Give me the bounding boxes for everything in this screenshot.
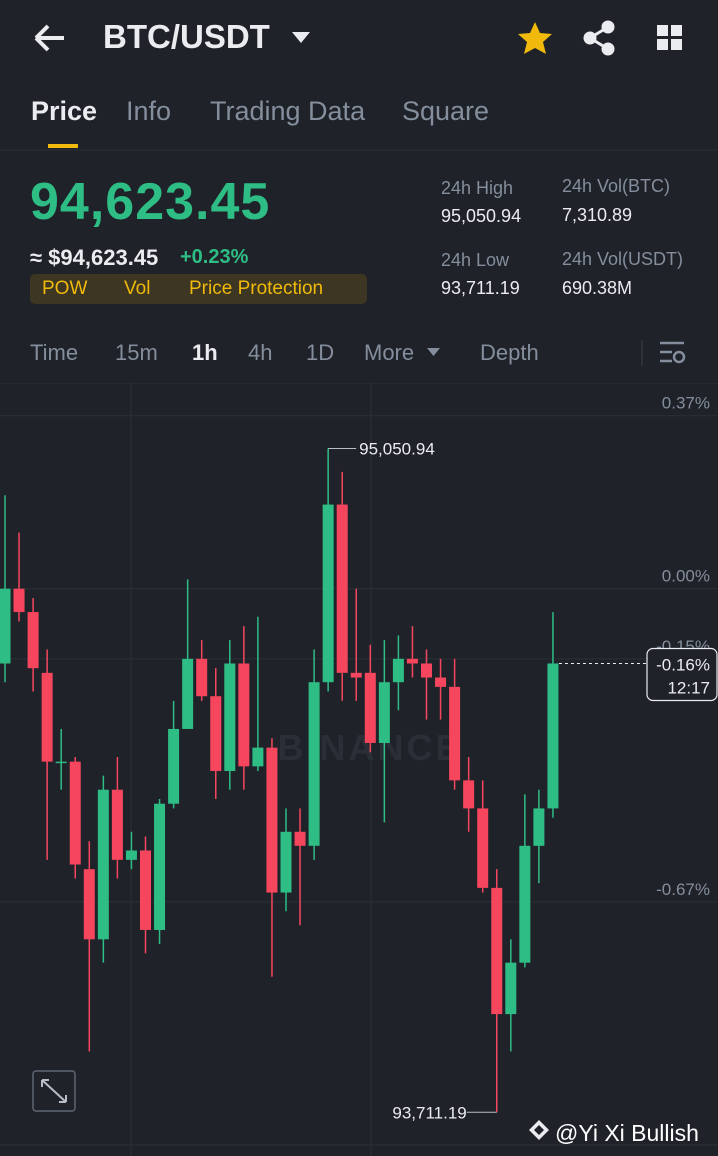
candle-body	[196, 658, 208, 697]
stat-label: 24h Low	[441, 250, 510, 270]
candle-body	[435, 677, 447, 687]
candle-body	[280, 831, 292, 893]
candle-body	[27, 612, 39, 669]
candle-body	[308, 682, 320, 846]
pair-title[interactable]: BTC/USDT	[103, 18, 270, 55]
candle-body	[364, 672, 376, 743]
last-price-label: -0.16%	[656, 655, 710, 674]
candle-body	[505, 962, 517, 1015]
candle-body	[266, 747, 278, 893]
y-tick-label: 0.00%	[662, 567, 710, 586]
back-arrow[interactable]	[34, 24, 64, 52]
candle-body	[111, 789, 123, 860]
interval[interactable]: Depth	[480, 340, 539, 365]
candle-body	[55, 761, 67, 764]
candle-body	[406, 658, 418, 664]
tab[interactable]: Trading Data	[210, 96, 366, 126]
y-tick-label: -0.67%	[656, 880, 710, 899]
tab[interactable]: Square	[402, 96, 490, 126]
grid-icon[interactable]	[657, 25, 682, 50]
candle-body	[97, 789, 109, 940]
candle-body	[224, 663, 236, 772]
candle-body	[491, 887, 503, 1015]
pair-caret[interactable]	[292, 32, 310, 43]
more-caret[interactable]	[427, 348, 440, 356]
candle-body	[519, 845, 531, 963]
tab[interactable]: Price	[31, 96, 98, 126]
stat-label: 24h High	[441, 178, 514, 198]
candle-body	[294, 831, 306, 846]
watermark-logo	[529, 1120, 549, 1140]
candle-body	[322, 504, 334, 683]
candle-body	[350, 672, 362, 678]
candle-body	[125, 850, 137, 860]
stat-label: 24h Vol(USDT)	[562, 249, 684, 269]
tag[interactable]: Vol	[124, 278, 151, 299]
expand-icon[interactable]	[41, 1079, 67, 1103]
candle-body	[69, 761, 81, 865]
tag[interactable]: POW	[42, 278, 88, 299]
interval[interactable]: Time	[30, 340, 79, 365]
candle-body	[41, 672, 53, 762]
candle-body	[421, 663, 432, 678]
last-price-box	[646, 647, 718, 702]
candle-body	[154, 803, 166, 930]
last-price: 94,623.45	[30, 173, 271, 231]
low-label: 93,711.19	[392, 1103, 466, 1122]
stat-value: 690.38M	[562, 278, 633, 298]
interval[interactable]: More	[364, 340, 415, 365]
stat-value: 95,050.94	[441, 206, 522, 226]
share-icon[interactable]	[583, 20, 615, 56]
candle-body	[547, 663, 559, 809]
candle-body	[238, 663, 250, 767]
star-icon[interactable]	[518, 22, 552, 54]
stat-label: 24h Vol(BTC)	[562, 176, 671, 196]
approx-price: ≈ $94,623.45	[30, 245, 159, 270]
candle-body	[477, 808, 489, 888]
expand-button[interactable]	[32, 1070, 76, 1112]
stat-value: 93,711.19	[441, 278, 520, 298]
candle-body	[182, 658, 194, 729]
y-tick-label: 0.37%	[662, 394, 710, 413]
candle-body	[463, 780, 475, 809]
countdown: 12:17	[667, 678, 710, 697]
candle-body	[0, 588, 11, 664]
price-change: +0.23%	[180, 246, 249, 268]
interval[interactable]: 15m	[115, 340, 158, 365]
top-icons	[0, 20, 718, 366]
candle-body	[140, 850, 151, 930]
interval[interactable]: 1h	[192, 340, 218, 365]
stat-value: 7,310.89	[562, 205, 633, 225]
candle-body	[449, 686, 461, 781]
candle-body	[392, 658, 404, 683]
tag-bar[interactable]	[30, 274, 367, 304]
chart: BINANCE @Yi Xi Bullish 0.37%0.00%-0.15%-…	[0, 383, 718, 1156]
tab[interactable]: Info	[126, 96, 172, 126]
tag[interactable]: Price Protection	[189, 278, 324, 299]
interval[interactable]: 1D	[306, 340, 335, 365]
tab-indicator	[48, 144, 78, 148]
candle-body	[252, 747, 264, 767]
interval[interactable]: 4h	[248, 340, 273, 365]
candle-body	[83, 869, 95, 940]
candle-body	[378, 682, 390, 743]
settings-icon[interactable]	[660, 341, 686, 364]
candle-body	[210, 696, 222, 772]
candle-body	[336, 504, 348, 673]
watermark: @Yi Xi Bullish	[555, 1120, 699, 1146]
candle-body	[13, 588, 25, 613]
high-label: 95,050.94	[359, 439, 435, 458]
candle-body	[533, 808, 545, 846]
candle-body	[168, 728, 180, 804]
